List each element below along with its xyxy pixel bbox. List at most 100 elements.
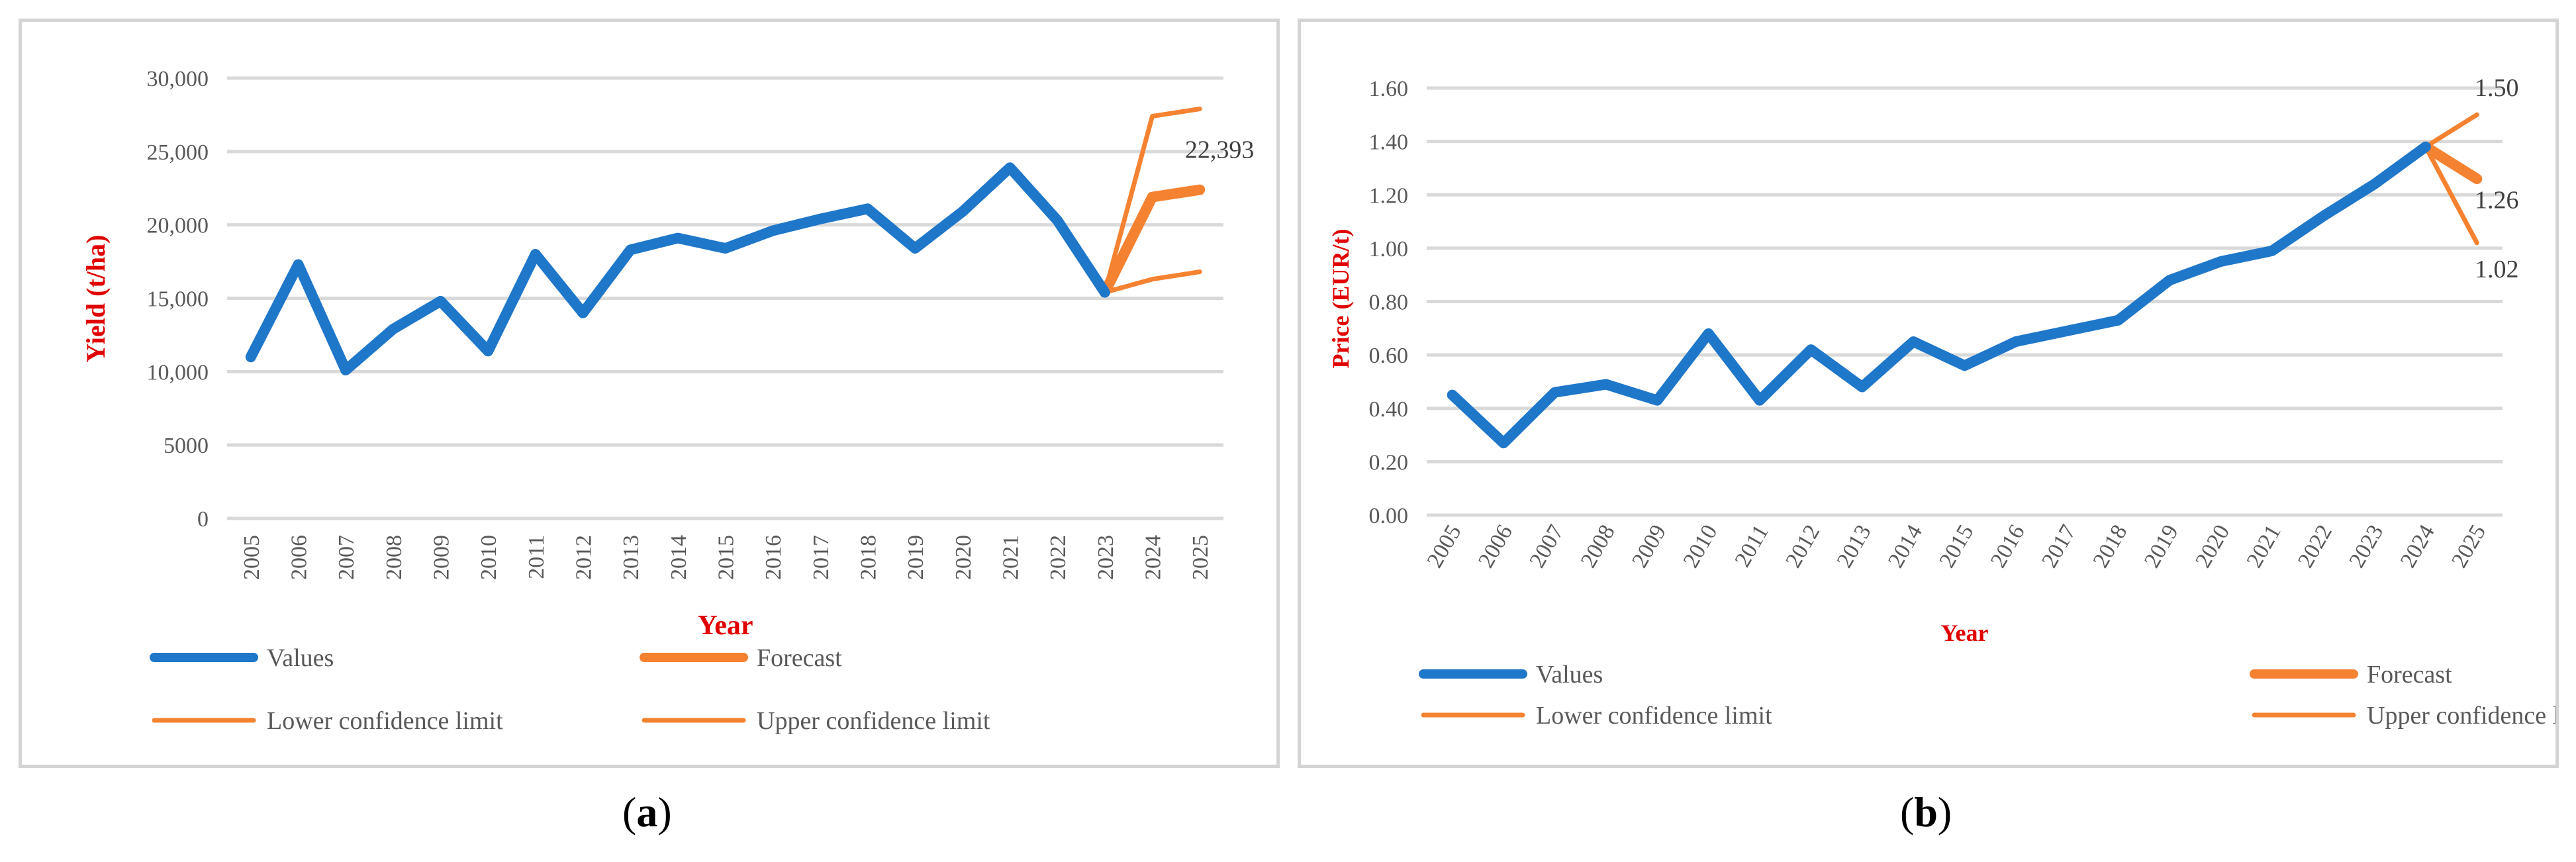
- y-axis-title: Price (EUR/t): [1327, 229, 1354, 369]
- x-tick-label: 2025: [2447, 521, 2491, 572]
- x-axis-title: Year: [698, 610, 753, 641]
- series-line-values: [245, 162, 1110, 376]
- x-tick-label: 2012: [572, 535, 596, 580]
- legend-entry: Values: [1536, 661, 1603, 689]
- x-tick-label: 2020: [951, 535, 976, 580]
- data-label: 1.26: [2475, 186, 2519, 214]
- data-label: 22,393: [1185, 136, 1255, 164]
- y-tick-label: 25,000: [147, 140, 209, 165]
- series-line-upper-confidence-limit: [2423, 112, 2479, 150]
- x-tick-label: 2014: [667, 535, 691, 580]
- chart-panel-b: 0.00 0.20 0.40 0.60 0.80 1.00 1.20 1.40 1.60 2005…: [1298, 19, 2559, 768]
- series-line-forecast: [1099, 184, 1206, 298]
- x-tick-label: 2005: [240, 535, 264, 580]
- y-tick-labels: 0.00 0.20 0.40 0.60 0.80 1.00 1.20 1.40 1.60: [1369, 77, 1409, 528]
- x-tick-label: 2023: [2344, 521, 2388, 572]
- data-label: 1.02: [2475, 256, 2519, 283]
- y-tick-label: 0.40: [1369, 397, 1409, 422]
- y-tick-label: 10,000: [147, 360, 209, 385]
- legend: Values Forecast Lower confidence limit Uppe…: [150, 644, 990, 735]
- x-tick-label: 2022: [1046, 535, 1071, 580]
- x-tick-label: 2018: [857, 535, 881, 580]
- x-tick-label: 2016: [1986, 521, 2030, 572]
- x-tick-label: 2025: [1188, 535, 1213, 580]
- y-tick-label: 1.00: [1369, 237, 1409, 262]
- y-tick-label: 20,000: [147, 214, 209, 238]
- x-tick-labels: 2005 2006 2007 2008 2009 2010 2011 2012 2013 2014…: [240, 535, 1213, 580]
- y-tick-label: 0: [197, 507, 209, 532]
- series-line-forecast: [2420, 141, 2483, 185]
- x-tick-label: 2016: [761, 535, 786, 580]
- x-tick-label: 2014: [1884, 521, 1927, 572]
- caption-a: (a): [622, 789, 672, 836]
- x-tick-label: 2011: [524, 535, 549, 579]
- legend-entry: Forecast: [2367, 661, 2452, 689]
- x-tick-label: 2024: [2396, 521, 2440, 572]
- gridlines: [227, 76, 1223, 520]
- series-line-upper-confidence-limit: [1102, 107, 1202, 295]
- legend-entry: Upper confidence limit: [757, 707, 990, 735]
- y-tick-label: 0.20: [1369, 450, 1409, 475]
- x-tick-label: 2018: [2089, 521, 2132, 572]
- gridlines: [1427, 86, 2503, 517]
- x-tick-label: 2010: [477, 535, 501, 580]
- legend-entry: Lower confidence limit: [1536, 702, 1772, 730]
- legend: Values Forecast Lower confidence limit Uppe…: [1419, 661, 2555, 730]
- x-tick-label: 2010: [1678, 521, 1722, 572]
- legend-entry: Upper confidence limit: [2367, 702, 2555, 730]
- x-tick-label: 2015: [714, 535, 739, 580]
- y-tick-label: 30,000: [147, 67, 209, 91]
- x-tick-label: 2009: [430, 535, 454, 580]
- x-tick-label: 2008: [382, 535, 406, 580]
- chart-b-svg: 0.00 0.20 0.40 0.60 0.80 1.00 1.20 1.40 1.60 2005…: [1327, 74, 2555, 730]
- y-tick-label: 15,000: [147, 287, 209, 312]
- y-tick-label: 1.60: [1369, 77, 1409, 101]
- x-tick-label: 2023: [1094, 535, 1118, 580]
- x-tick-label: 2007: [1525, 521, 1568, 572]
- data-label: 1.50: [2475, 74, 2519, 102]
- x-tick-label: 2009: [1627, 521, 1671, 572]
- data-annotations: 22,393: [1185, 136, 1255, 164]
- x-tick-label: 2017: [809, 535, 834, 580]
- series-line-lower-confidence-limit: [1102, 269, 1202, 295]
- x-tick-label: 2017: [2037, 521, 2081, 572]
- y-tick-label: 0.60: [1369, 344, 1409, 368]
- data-annotations: 1.50 1.26 1.02: [2475, 74, 2519, 283]
- series-lines: [245, 107, 1206, 376]
- x-tick-label: 2022: [2293, 521, 2337, 572]
- legend-entry: Values: [267, 644, 334, 672]
- y-tick-label: 5000: [164, 434, 209, 458]
- x-tick-label: 2021: [2242, 521, 2286, 572]
- y-tick-label: 1.40: [1369, 130, 1409, 155]
- x-tick-label: 2015: [1934, 521, 1978, 572]
- y-tick-label: 0.00: [1369, 504, 1409, 528]
- series-line-lower-confidence-limit: [2423, 144, 2479, 246]
- y-tick-labels: 0 5000 10,000 15,000 20,000 25,000 30,000: [147, 67, 209, 532]
- x-tick-label: 2007: [334, 535, 359, 580]
- y-axis-title: Yield (t/ha): [81, 235, 111, 363]
- x-tick-labels: 2005 2006 2007 2008 2009 2010 2011 2012 2013 2014…: [1423, 521, 2491, 572]
- x-tick-label: 2006: [1474, 521, 1517, 572]
- series-line-values: [1447, 141, 2431, 449]
- x-tick-label: 2019: [904, 535, 928, 580]
- x-tick-label: 2019: [2140, 521, 2183, 572]
- x-tick-label: 2024: [1141, 535, 1166, 580]
- x-tick-label: 2021: [999, 535, 1024, 580]
- x-tick-label: 2006: [287, 535, 312, 580]
- y-tick-label: 0.80: [1369, 291, 1409, 315]
- x-tick-label: 2011: [1730, 521, 1773, 571]
- x-tick-label: 2013: [619, 535, 644, 580]
- legend-entry: Lower confidence limit: [267, 707, 503, 735]
- legend-entry: Forecast: [757, 644, 842, 672]
- x-tick-label: 2005: [1423, 521, 1466, 572]
- caption-b: (b): [1900, 789, 1952, 836]
- chart-panel-a: 0 5000 10,000 15,000 20,000 25,000 30,000 2005 2…: [19, 19, 1280, 768]
- x-tick-label: 2020: [2191, 521, 2234, 572]
- x-tick-label: 2008: [1576, 521, 1620, 572]
- x-tick-label: 2012: [1781, 521, 1825, 572]
- y-tick-label: 1.20: [1369, 183, 1409, 208]
- x-tick-label: 2013: [1833, 521, 1876, 572]
- x-axis-title: Year: [1941, 620, 1989, 646]
- series-lines: [1447, 112, 2483, 449]
